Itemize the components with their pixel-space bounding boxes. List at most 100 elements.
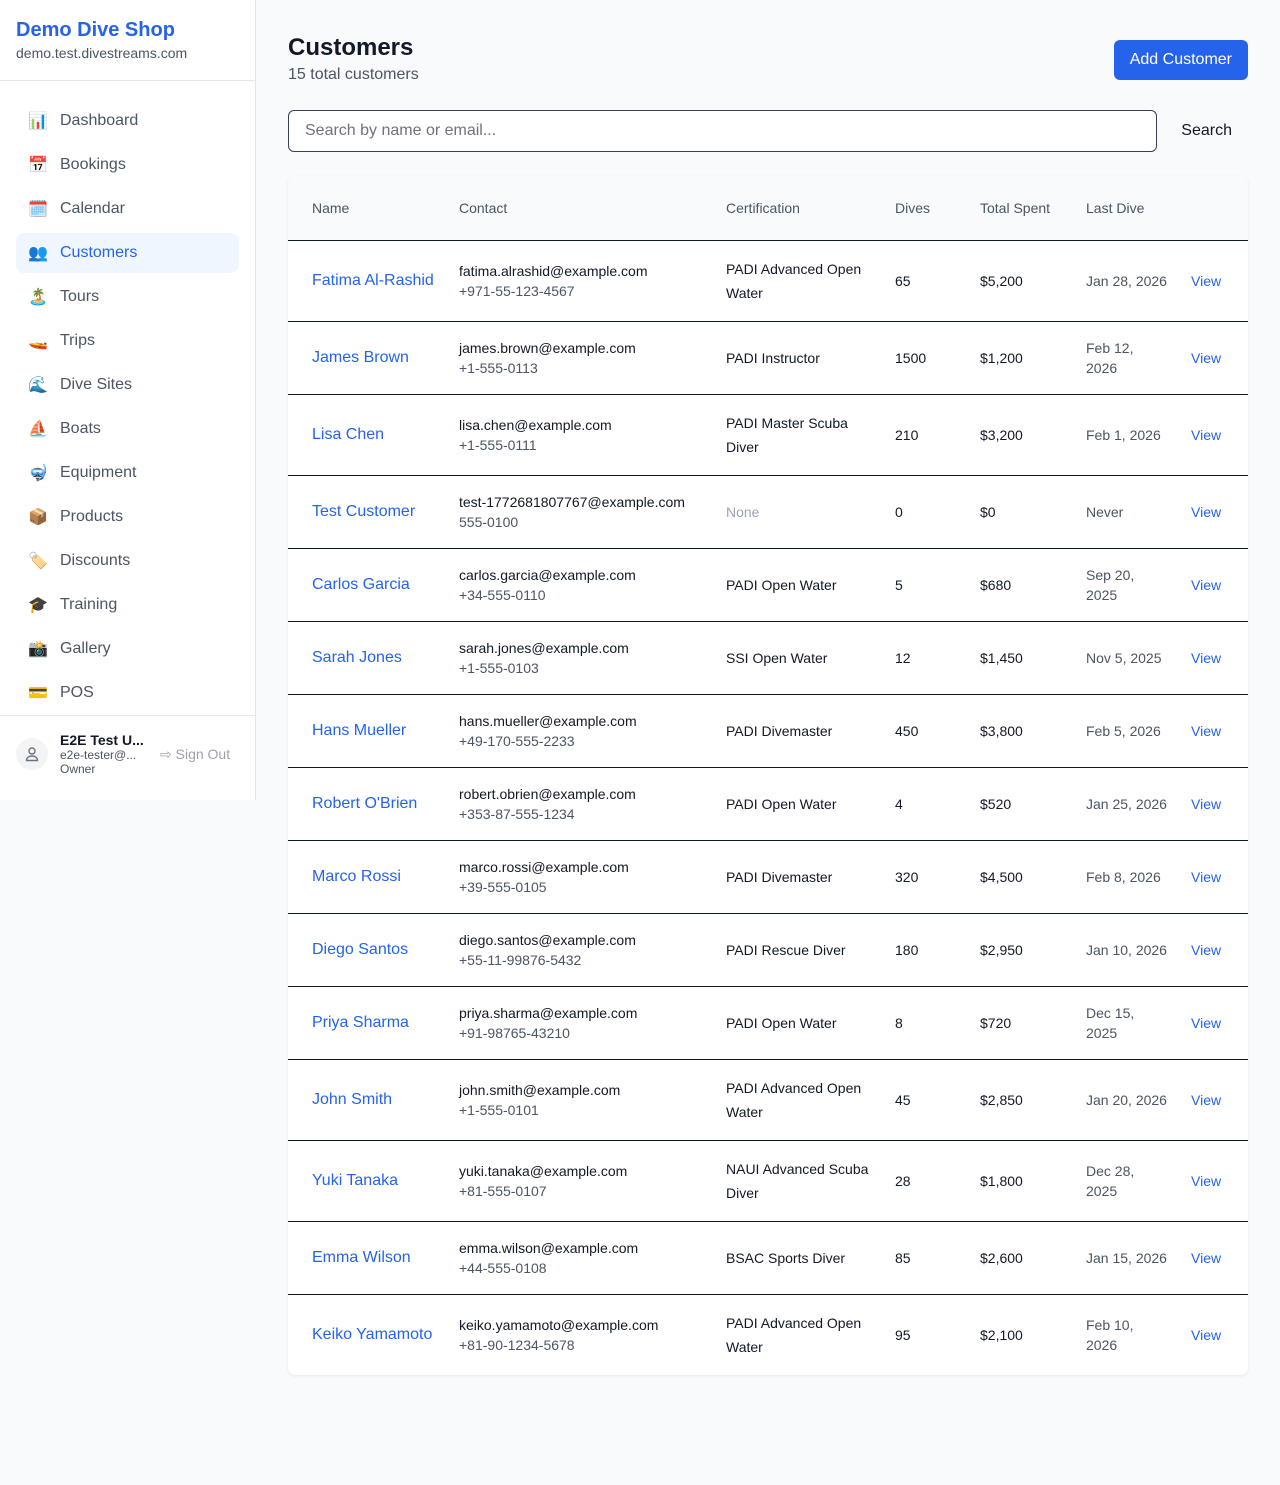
sidebar-item-products[interactable]: 📦 Products — [16, 497, 239, 537]
customer-name-link[interactable]: Sarah Jones — [312, 648, 402, 666]
contact-cell: test-1772681807767@example.com 555-0100 — [435, 475, 702, 549]
customer-certification: BSAC Sports Diver — [726, 1249, 846, 1266]
user-role: Owner — [60, 762, 96, 776]
actions-cell: View — [1167, 475, 1248, 549]
sidebar-item-dive-sites[interactable]: 🌊 Dive Sites — [16, 365, 239, 405]
certification-cell: PADI Rescue Diver — [702, 913, 871, 987]
table-row: John Smith john.smith@example.com +1-555-0… — [288, 1059, 1248, 1141]
view-customer-link[interactable]: View — [1191, 272, 1222, 289]
customer-name-link[interactable]: Test Customer — [312, 502, 416, 520]
contact-cell: priya.sharma@example.com +91-98765-43210 — [435, 986, 702, 1060]
sidebar-item-tours[interactable]: 🏝️ Tours — [16, 277, 239, 317]
customer-email: diego.santos@example.com — [459, 931, 636, 948]
customer-last-dive: Jan 25, 2026 — [1062, 767, 1167, 841]
customer-name-link[interactable]: Keiko Yamamoto — [312, 1325, 433, 1343]
customer-name-link[interactable]: Diego Santos — [312, 940, 409, 958]
sidebar-item-gallery[interactable]: 📸 Gallery — [16, 629, 239, 669]
sidebar-item-equipment[interactable]: 🤿 Equipment — [16, 453, 239, 493]
actions-cell: View — [1167, 240, 1248, 322]
sidebar-item-label: Gallery — [60, 640, 111, 657]
view-customer-link[interactable]: View — [1191, 576, 1222, 593]
actions-cell: View — [1167, 621, 1248, 695]
table-row: Emma Wilson emma.wilson@example.com +44-55… — [288, 1221, 1248, 1295]
actions-cell: View — [1167, 394, 1248, 476]
view-customer-link[interactable]: View — [1191, 1014, 1222, 1031]
customer-phone: +81-90-1234-5678 — [459, 1336, 575, 1353]
sidebar-item-label: Bookings — [60, 156, 126, 173]
customer-name-link[interactable]: Yuki Tanaka — [312, 1171, 398, 1189]
view-customer-link[interactable]: View — [1191, 1091, 1222, 1108]
sign-out-button[interactable]: ⇨ Sign Out — [160, 746, 230, 763]
customer-name-link[interactable]: Carlos Garcia — [312, 575, 410, 593]
contact-cell: hans.mueller@example.com +49-170-555-2233 — [435, 694, 702, 768]
customer-name-link[interactable]: Hans Mueller — [312, 721, 407, 739]
shop-name[interactable]: Demo Dive Shop — [16, 19, 175, 41]
sidebar-item-training[interactable]: 🎓 Training — [16, 585, 239, 625]
sidebar-item-label: Calendar — [60, 200, 125, 217]
customer-dives: 85 — [871, 1221, 956, 1295]
view-customer-link[interactable]: View — [1191, 1172, 1222, 1189]
view-customer-link[interactable]: View — [1191, 722, 1222, 739]
sidebar-item-dashboard[interactable]: 📊 Dashboard — [16, 101, 239, 141]
contact-cell: john.smith@example.com +1-555-0101 — [435, 1059, 702, 1141]
view-customer-link[interactable]: View — [1191, 349, 1222, 366]
view-customer-link[interactable]: View — [1191, 795, 1222, 812]
customer-name-link[interactable]: John Smith — [312, 1090, 393, 1108]
name-cell: Hans Mueller — [288, 694, 435, 768]
add-customer-button[interactable]: Add Customer — [1113, 40, 1248, 80]
customer-email: keiko.yamamoto@example.com — [459, 1316, 659, 1333]
user-avatar-icon — [16, 738, 48, 770]
customer-certification: PADI Open Water — [726, 795, 837, 812]
customer-certification: PADI Rescue Diver — [726, 941, 846, 958]
customer-dives: 5 — [871, 548, 956, 622]
customer-name-link[interactable]: Emma Wilson — [312, 1248, 411, 1266]
sidebar-item-calendar[interactable]: 🗓️ Calendar — [16, 189, 239, 229]
name-cell: Keiko Yamamoto — [288, 1294, 435, 1375]
customer-total-spent: $2,850 — [956, 1059, 1062, 1141]
customer-phone: 555-0100 — [459, 513, 519, 530]
customer-last-dive: Jan 10, 2026 — [1062, 913, 1167, 987]
customer-name-link[interactable]: Priya Sharma — [312, 1013, 409, 1031]
customer-phone: +55-11-99876-5432 — [459, 951, 582, 968]
customer-name-link[interactable]: Robert O'Brien — [312, 794, 418, 812]
customer-email: priya.sharma@example.com — [459, 1004, 638, 1021]
customer-name-link[interactable]: Marco Rossi — [312, 867, 401, 885]
view-customer-link[interactable]: View — [1191, 1326, 1222, 1343]
view-customer-link[interactable]: View — [1191, 1249, 1222, 1266]
sidebar-item-pos[interactable]: 💳 POS — [16, 673, 239, 713]
page-title: Customers — [288, 34, 414, 61]
customer-certification: PADI Open Water — [726, 1014, 837, 1031]
view-customer-link[interactable]: View — [1191, 868, 1222, 885]
sidebar-item-label: Dashboard — [60, 112, 139, 129]
customer-total-spent: $4,500 — [956, 840, 1062, 914]
sidebar-item-label: Trips — [60, 332, 95, 349]
certification-cell: PADI Advanced Open Water — [702, 1059, 871, 1141]
sidebar-item-discounts[interactable]: 🏷️ Discounts — [16, 541, 239, 581]
certification-cell: PADI Open Water — [702, 767, 871, 841]
sidebar-item-boats[interactable]: ⛵ Boats — [16, 409, 239, 449]
search-button[interactable]: Search — [1157, 122, 1248, 140]
customer-last-dive: Feb 10, 2026 — [1086, 1316, 1134, 1353]
column-header-name: Name — [288, 176, 435, 241]
customer-name-link[interactable]: Fatima Al-Rashid — [312, 271, 434, 289]
view-customer-link[interactable]: View — [1191, 649, 1222, 666]
column-header-certification: Certification — [702, 176, 871, 241]
sidebar-item-customers[interactable]: 👥 Customers — [16, 233, 239, 273]
column-header-total-spent: Total Spent — [956, 176, 1062, 241]
sidebar-item-bookings[interactable]: 📅 Bookings — [16, 145, 239, 185]
customer-name-link[interactable]: Lisa Chen — [312, 425, 385, 443]
search-input[interactable] — [288, 110, 1158, 152]
table-row: Yuki Tanaka yuki.tanaka@example.com +81-55… — [288, 1140, 1248, 1222]
spiral-calendar-icon: 🗓️ — [28, 201, 48, 218]
name-cell: Priya Sharma — [288, 986, 435, 1060]
table-row: Test Customer test-1772681807767@example.… — [288, 475, 1248, 549]
column-header-last-dive: Last Dive — [1062, 176, 1167, 241]
view-customer-link[interactable]: View — [1191, 941, 1222, 958]
name-cell: John Smith — [288, 1059, 435, 1141]
customer-name-link[interactable]: James Brown — [312, 348, 409, 366]
view-customer-link[interactable]: View — [1191, 503, 1222, 520]
shop-domain: demo.test.divestreams.com — [16, 45, 188, 61]
contact-cell: keiko.yamamoto@example.com +81-90-1234-56… — [435, 1294, 702, 1375]
view-customer-link[interactable]: View — [1191, 426, 1222, 443]
sidebar-item-trips[interactable]: 🚤 Trips — [16, 321, 239, 361]
